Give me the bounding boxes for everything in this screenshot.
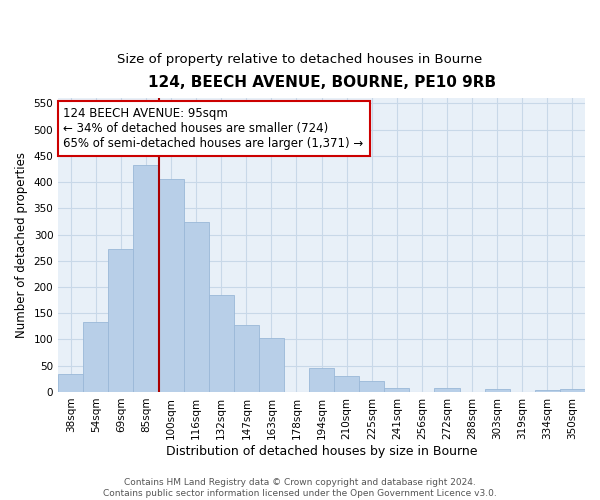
Bar	[83, 322, 109, 392]
Bar	[334, 376, 359, 392]
Bar	[133, 166, 158, 392]
Bar	[434, 388, 460, 392]
Bar	[259, 338, 284, 392]
Bar	[560, 390, 585, 392]
Bar	[109, 249, 133, 392]
Text: Size of property relative to detached houses in Bourne: Size of property relative to detached ho…	[118, 52, 482, 66]
Text: 124 BEECH AVENUE: 95sqm
← 34% of detached houses are smaller (724)
65% of semi-d: 124 BEECH AVENUE: 95sqm ← 34% of detache…	[64, 107, 364, 150]
X-axis label: Distribution of detached houses by size in Bourne: Distribution of detached houses by size …	[166, 444, 478, 458]
Text: Contains HM Land Registry data © Crown copyright and database right 2024.
Contai: Contains HM Land Registry data © Crown c…	[103, 478, 497, 498]
Bar	[209, 296, 234, 392]
Bar	[485, 390, 510, 392]
Bar	[535, 390, 560, 392]
Bar	[385, 388, 409, 392]
Title: 124, BEECH AVENUE, BOURNE, PE10 9RB: 124, BEECH AVENUE, BOURNE, PE10 9RB	[148, 75, 496, 90]
Bar	[234, 325, 259, 392]
Bar	[184, 222, 209, 392]
Bar	[309, 368, 334, 392]
Bar	[359, 382, 385, 392]
Bar	[158, 180, 184, 392]
Bar	[58, 374, 83, 392]
Y-axis label: Number of detached properties: Number of detached properties	[15, 152, 28, 338]
